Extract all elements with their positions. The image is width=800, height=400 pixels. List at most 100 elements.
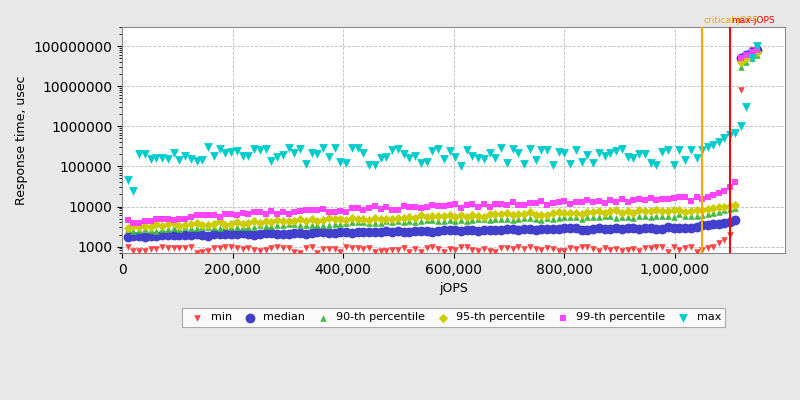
min <box>265 245 278 251</box>
median <box>230 231 243 237</box>
median <box>357 229 370 235</box>
median <box>236 230 249 236</box>
min <box>190 250 203 256</box>
95-th percentile <box>265 219 278 225</box>
95-th percentile <box>202 222 214 228</box>
99-th percentile <box>622 198 634 205</box>
max <box>472 154 485 161</box>
median <box>633 226 646 232</box>
90-th percentile <box>133 227 146 233</box>
95-th percentile <box>185 220 198 227</box>
max <box>656 149 669 156</box>
median <box>282 231 295 237</box>
max <box>254 146 266 153</box>
95-th percentile <box>495 211 508 217</box>
median <box>438 227 450 233</box>
median <box>420 228 433 235</box>
95-th percentile <box>346 215 358 221</box>
99-th percentile <box>633 196 646 202</box>
max <box>311 150 324 157</box>
median <box>185 232 198 239</box>
max <box>518 161 530 168</box>
min <box>729 215 742 222</box>
max <box>723 132 736 138</box>
max <box>718 135 730 142</box>
99-th percentile <box>449 201 462 208</box>
99-th percentile <box>656 196 669 202</box>
min <box>501 244 514 251</box>
min <box>374 248 387 254</box>
99-th percentile <box>133 220 146 226</box>
median <box>460 227 473 234</box>
95-th percentile <box>311 218 324 224</box>
90-th percentile <box>190 224 203 231</box>
90-th percentile <box>478 216 490 222</box>
max <box>178 153 191 159</box>
median <box>656 226 669 232</box>
95-th percentile <box>656 208 669 214</box>
max <box>512 150 525 156</box>
99-th percentile <box>662 196 674 202</box>
min <box>495 245 508 252</box>
95-th percentile <box>317 217 330 223</box>
median <box>162 232 174 238</box>
99-th percentile <box>466 201 479 208</box>
95-th percentile <box>386 216 398 222</box>
95-th percentile <box>604 208 617 214</box>
max <box>340 160 353 166</box>
99-th percentile <box>409 204 422 211</box>
95-th percentile <box>242 220 254 226</box>
min <box>552 248 565 254</box>
median <box>466 227 479 234</box>
median <box>265 230 278 236</box>
min <box>604 247 617 254</box>
max <box>466 153 479 159</box>
99-th percentile <box>340 208 353 215</box>
max <box>214 146 226 153</box>
min <box>638 245 651 251</box>
99-th percentile <box>501 202 514 208</box>
median <box>552 226 565 233</box>
90-th percentile <box>678 212 691 219</box>
median <box>706 221 719 228</box>
max <box>483 150 496 156</box>
max <box>225 149 238 155</box>
max <box>294 146 306 153</box>
max <box>219 150 232 156</box>
min <box>368 249 381 255</box>
median <box>340 229 353 235</box>
95-th percentile <box>460 214 473 220</box>
99-th percentile <box>740 52 753 58</box>
99-th percentile <box>586 199 599 206</box>
99-th percentile <box>426 202 438 208</box>
90-th percentile <box>420 217 433 223</box>
95-th percentile <box>575 211 588 217</box>
99-th percentile <box>305 207 318 214</box>
median <box>368 229 381 236</box>
min <box>288 248 301 255</box>
90-th percentile <box>386 218 398 225</box>
median <box>575 226 588 233</box>
median <box>622 225 634 231</box>
99-th percentile <box>454 204 467 211</box>
95-th percentile <box>351 216 364 222</box>
99-th percentile <box>696 196 709 203</box>
min <box>403 248 416 255</box>
90-th percentile <box>598 213 611 219</box>
min <box>586 246 599 252</box>
min <box>185 244 198 250</box>
X-axis label: jOPS: jOPS <box>439 282 468 295</box>
min <box>627 245 640 252</box>
90-th percentile <box>219 223 232 229</box>
95-th percentile <box>340 217 353 224</box>
max <box>391 146 404 152</box>
median <box>449 227 462 233</box>
90-th percentile <box>202 224 214 231</box>
median <box>581 226 594 233</box>
90-th percentile <box>454 217 467 224</box>
median <box>426 228 438 235</box>
99-th percentile <box>277 209 290 216</box>
min <box>432 246 445 252</box>
95-th percentile <box>133 224 146 230</box>
95-th percentile <box>362 216 375 223</box>
